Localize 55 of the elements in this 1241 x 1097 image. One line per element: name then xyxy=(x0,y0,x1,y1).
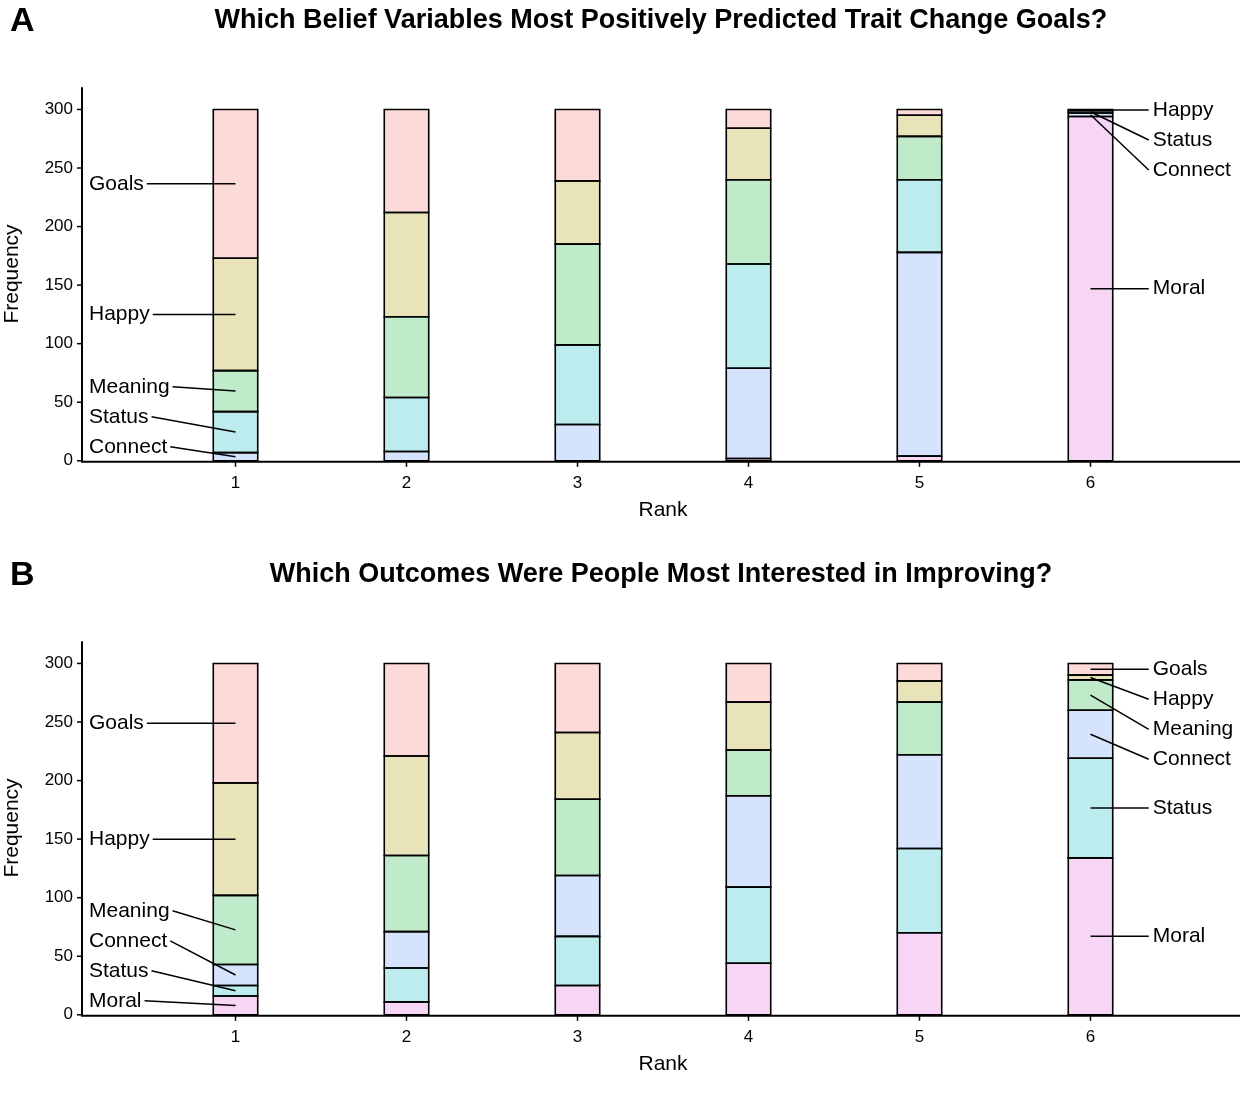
text: A xyxy=(10,0,35,39)
series-label: Happy xyxy=(1152,686,1214,710)
text: Status xyxy=(89,403,149,427)
series-label: Moral xyxy=(1152,923,1206,947)
x-tick-label: 1 xyxy=(230,472,241,492)
text: Happy xyxy=(89,301,150,325)
x-tick-label: 5 xyxy=(914,1026,925,1046)
x-tick-label: 6 xyxy=(1085,1026,1096,1046)
text: Goals xyxy=(89,709,144,733)
y-tick-label: 0 xyxy=(63,450,73,470)
y-axis-title: Frequency xyxy=(0,777,23,878)
y-tick-label: 150 xyxy=(44,274,73,294)
x-tick-label: 4 xyxy=(743,1026,754,1046)
series-label: Connect xyxy=(1152,746,1232,770)
x-tick-label: 4 xyxy=(743,472,754,492)
y-tick-label: 0 xyxy=(63,1004,73,1024)
x-tick-label: 2 xyxy=(401,1026,412,1046)
text: Meaning xyxy=(89,897,170,921)
x-axis-title: Rank xyxy=(638,496,689,520)
y-tick-label: 100 xyxy=(44,333,73,353)
text: Happy xyxy=(89,825,150,849)
chart-title: Which Belief Variables Most Positively Predicted Trait Change Goals? xyxy=(213,4,1109,35)
text: Meaning xyxy=(89,373,170,397)
y-tick-label: 250 xyxy=(44,157,73,177)
chart-title: Which Outcomes Were People Most Interested in Improving? xyxy=(268,558,1054,589)
x-tick-label: 6 xyxy=(1085,472,1096,492)
y-axis-title: Frequency xyxy=(0,223,23,324)
series-label: Moral xyxy=(1152,275,1206,299)
series-label: Meaning xyxy=(1152,716,1234,740)
y-tick-label: 300 xyxy=(44,99,73,119)
y-tick-label: 300 xyxy=(44,653,73,673)
text: Connect xyxy=(1152,156,1231,180)
y-tick-label: 150 xyxy=(44,828,73,848)
series-label: Status xyxy=(1152,794,1213,818)
x-axis-title: Rank xyxy=(638,1050,689,1074)
text: B xyxy=(10,554,35,593)
x-tick-label: 2 xyxy=(401,472,412,492)
text: Goals xyxy=(89,170,144,194)
x-tick-label: 1 xyxy=(230,1026,241,1046)
x-tick-label: 3 xyxy=(572,472,583,492)
y-tick-label: 250 xyxy=(44,711,73,731)
y-tick-label: 200 xyxy=(44,216,73,236)
text: Connect xyxy=(89,433,168,457)
series-label: Happy xyxy=(1152,96,1214,120)
series-label: Goals xyxy=(1152,656,1208,680)
text: Status xyxy=(89,957,149,981)
y-tick-label: 50 xyxy=(54,945,73,965)
text: Status xyxy=(1152,126,1213,150)
text: Connect xyxy=(89,927,168,951)
x-tick-label: 5 xyxy=(914,472,925,492)
x-tick-label: 3 xyxy=(572,1026,583,1046)
text: Moral xyxy=(89,987,142,1011)
y-tick-label: 100 xyxy=(44,887,73,907)
y-tick-label: 200 xyxy=(44,770,73,790)
y-tick-label: 50 xyxy=(54,391,73,411)
